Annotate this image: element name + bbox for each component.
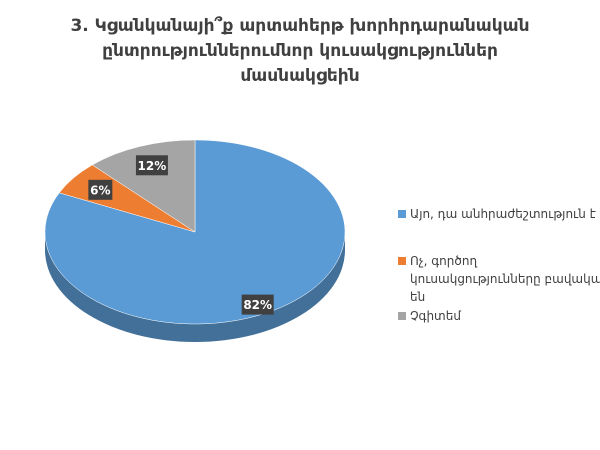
legend-label: Չգիտեմ — [410, 309, 461, 323]
data-label-box — [241, 294, 274, 315]
legend-label: Ոչ, գործող կուսակցությունները բավական են — [410, 254, 600, 304]
data-label: 12% — [138, 159, 167, 173]
legend-item: Չգիտեմ — [398, 307, 600, 325]
legend-swatch — [398, 257, 406, 265]
data-label: 6% — [90, 183, 110, 197]
data-label-box — [135, 155, 168, 176]
legend-swatch — [398, 312, 406, 320]
legend-label: Այո, դա անհրաժեշտություն է — [410, 207, 596, 221]
legend-item: Այո, դա անհրաժեշտություն է — [398, 205, 600, 223]
legend-swatch — [398, 210, 406, 218]
chart-title: 3. Կցանկանայի՞ք արտահերթ խորհրդարանական … — [70, 16, 530, 86]
data-label: 82% — [243, 298, 272, 312]
slice — [91, 139, 196, 233]
data-label-box — [88, 179, 113, 200]
legend-item: Ոչ, գործող կուսակցությունները բավական են — [398, 252, 600, 306]
